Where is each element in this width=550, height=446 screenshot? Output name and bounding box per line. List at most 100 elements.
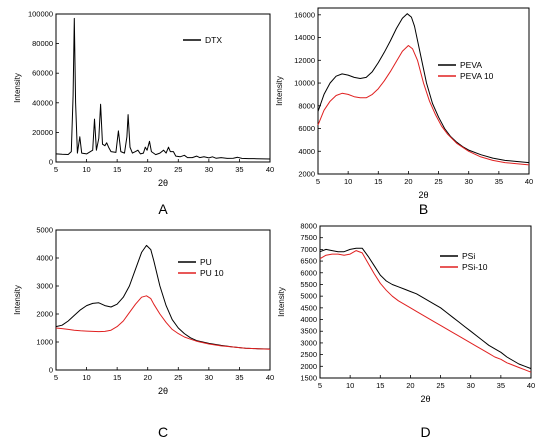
y-tick-label: 6000 <box>300 268 317 277</box>
x-tick-label: 15 <box>374 177 382 186</box>
y-tick-label: 2500 <box>300 350 317 359</box>
chart-panel-b: 5 10 15 20 25 30 35 40 2000 4000 6000 8000 10000 1200… <box>275 7 533 217</box>
y-tick-label: 8000 <box>300 222 317 231</box>
legend-label: PEVA 10 <box>460 71 494 81</box>
y-tick-label: 2000 <box>36 310 53 319</box>
x-tick-label: 20 <box>144 373 152 382</box>
chart-panel-d: 5 10 15 20 25 30 35 40 1500 2000 2500 3000 3500 4000 4… <box>277 222 535 441</box>
legend-label: PU 10 <box>200 268 224 278</box>
y-tick-label: 3000 <box>300 338 317 347</box>
y-tick-label: 80000 <box>32 39 53 48</box>
y-tick-label: 10000 <box>294 79 315 88</box>
series-line-peva <box>317 13 530 164</box>
x-tick-label: 10 <box>82 165 90 174</box>
x-tick-label: 20 <box>144 165 152 174</box>
panel-label: C <box>158 424 168 440</box>
x-tick-label: 40 <box>525 177 533 186</box>
chart-panel-c: 5 10 15 20 25 30 35 40 0 1000 2000 3000 4000 5000 2θ In… <box>13 226 274 441</box>
y-tick-label: 20000 <box>32 128 53 137</box>
y-tick-label: 40000 <box>32 98 53 107</box>
y-tick-label: 0 <box>49 158 53 167</box>
panel-label: B <box>419 201 428 217</box>
y-tick-label: 2000 <box>298 170 315 179</box>
y-tick-label: 4000 <box>36 254 53 263</box>
x-tick-label: 15 <box>376 381 384 390</box>
y-tick-label: 100000 <box>28 10 53 19</box>
x-tick-label: 20 <box>406 381 414 390</box>
x-tick-label: 35 <box>235 165 243 174</box>
legend-label: DTX <box>205 35 222 45</box>
series-line-pu-10 <box>55 295 271 350</box>
y-tick-label: 14000 <box>294 33 315 42</box>
series-line-peva-10 <box>317 45 530 166</box>
x-tick-label: 10 <box>344 177 352 186</box>
x-tick-label: 25 <box>174 165 182 174</box>
y-axis-title: Intensity <box>13 285 22 315</box>
x-tick-label: 20 <box>404 177 412 186</box>
x-axis-title: 2θ <box>418 190 428 200</box>
y-tick-label: 8000 <box>298 101 315 110</box>
x-tick-label: 5 <box>318 381 322 390</box>
legend-label: PU <box>200 257 212 267</box>
chart-panel-a: 5 10 15 20 25 30 35 40 0 20000 40000 60000 80000 1000… <box>13 10 274 218</box>
plot-frame <box>55 229 271 371</box>
plot-frame <box>55 13 271 163</box>
x-axis-title: 2θ <box>158 386 168 396</box>
y-tick-label: 0 <box>49 366 53 375</box>
legend-label: PSi-10 <box>462 262 488 272</box>
y-tick-label: 16000 <box>294 10 315 19</box>
y-axis-title: Intensity <box>277 287 286 317</box>
legend-label: PEVA <box>460 60 482 70</box>
x-axis-title: 2θ <box>420 394 430 404</box>
x-tick-label: 15 <box>113 373 121 382</box>
y-tick-label: 4500 <box>300 303 317 312</box>
y-axis-title: Intensity <box>13 73 22 103</box>
y-tick-label: 5000 <box>300 292 317 301</box>
y-tick-label: 7000 <box>300 245 317 254</box>
legend: DTX <box>183 35 222 45</box>
x-tick-label: 40 <box>266 373 274 382</box>
y-tick-label: 7500 <box>300 233 317 242</box>
x-tick-label: 10 <box>82 373 90 382</box>
series-line-dtx <box>55 17 271 160</box>
plot-frame <box>317 7 530 175</box>
x-tick-label: 30 <box>465 177 473 186</box>
series-line-psi <box>319 247 532 370</box>
x-tick-label: 25 <box>436 381 444 390</box>
plot-frame <box>319 225 532 379</box>
x-axis-title: 2θ <box>158 178 168 188</box>
x-tick-label: 5 <box>54 373 58 382</box>
panel-label: D <box>420 424 430 440</box>
y-tick-label: 4000 <box>300 315 317 324</box>
y-tick-label: 2000 <box>300 362 317 371</box>
x-tick-label: 15 <box>113 165 121 174</box>
x-tick-label: 25 <box>434 177 442 186</box>
x-tick-label: 40 <box>527 381 535 390</box>
x-tick-label: 35 <box>235 373 243 382</box>
x-tick-label: 5 <box>316 177 320 186</box>
x-tick-label: 40 <box>266 165 274 174</box>
y-tick-label: 1000 <box>36 338 53 347</box>
x-tick-label: 35 <box>495 177 503 186</box>
y-tick-label: 12000 <box>294 56 315 65</box>
y-tick-label: 3000 <box>36 282 53 291</box>
x-tick-label: 10 <box>346 381 354 390</box>
x-tick-label: 5 <box>54 165 58 174</box>
x-tick-label: 30 <box>205 373 213 382</box>
y-axis-title: Intensity <box>275 76 284 106</box>
y-tick-label: 1500 <box>300 374 317 383</box>
y-tick-label: 6000 <box>298 124 315 133</box>
series-line-psi-10 <box>319 250 532 373</box>
y-tick-label: 6500 <box>300 257 317 266</box>
x-tick-label: 30 <box>205 165 213 174</box>
y-tick-label: 3500 <box>300 327 317 336</box>
legend-label: PSi <box>462 251 475 261</box>
x-tick-label: 25 <box>174 373 182 382</box>
x-tick-label: 30 <box>467 381 475 390</box>
y-tick-label: 4000 <box>298 147 315 156</box>
panel-label: A <box>158 201 168 217</box>
